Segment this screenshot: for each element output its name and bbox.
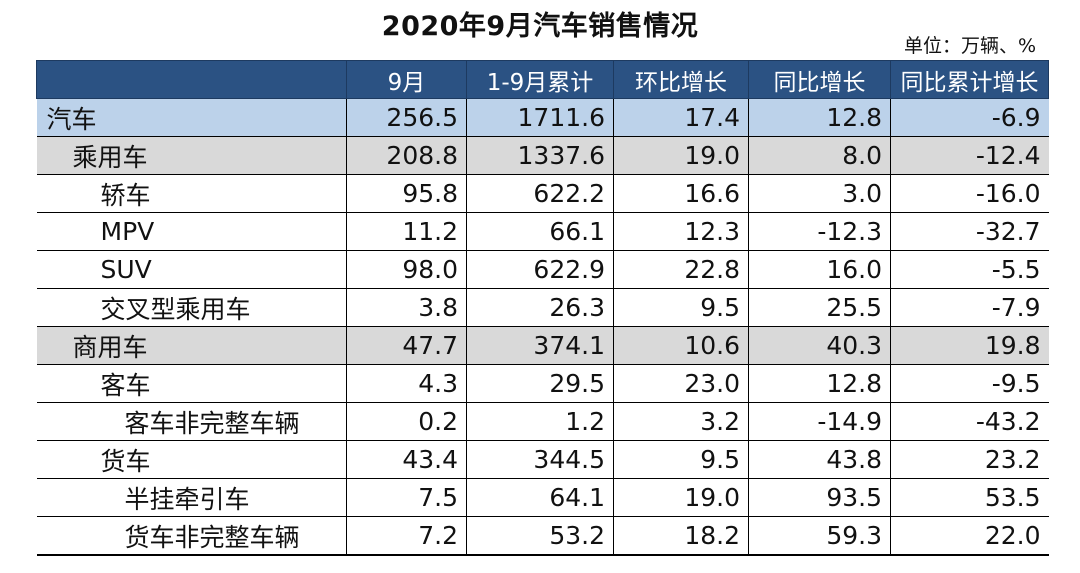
table-cell: 1.2 xyxy=(466,402,614,441)
table-cell: 4.3 xyxy=(346,364,467,403)
table-cell: 9.5 xyxy=(613,288,749,327)
table-cell: 9.5 xyxy=(613,440,749,479)
row-label: SUV xyxy=(36,250,347,289)
table-cell: 22.0 xyxy=(890,516,1049,556)
table-cell: 11.2 xyxy=(346,212,467,251)
table-cell: -6.9 xyxy=(890,98,1049,137)
row-label: 商用车 xyxy=(36,326,347,365)
table-row: 客车非完整车辆 0.2 1.2 3.2 -14.9 -43.2 xyxy=(36,402,1049,441)
table-cell: 40.3 xyxy=(748,326,891,365)
table-cell: 344.5 xyxy=(466,440,614,479)
table-row: 乘用车 208.8 1337.6 19.0 8.0 -12.4 xyxy=(36,136,1049,175)
table-cell: -5.5 xyxy=(890,250,1049,289)
table-cell: 208.8 xyxy=(346,136,467,175)
table-cell: 1711.6 xyxy=(466,98,614,137)
table-row: 客车 4.3 29.5 23.0 12.8 -9.5 xyxy=(36,364,1049,403)
header-cell-yoy-ytd: 同比累计增长 xyxy=(890,60,1049,99)
table-cell: 26.3 xyxy=(466,288,614,327)
table-cell: 3.8 xyxy=(346,288,467,327)
table-cell: 622.9 xyxy=(466,250,614,289)
sales-table: 9月 1-9月累计 环比增长 同比增长 同比累计增长 汽车 256.5 1711.6… xyxy=(36,60,1049,556)
row-label: 客车非完整车辆 xyxy=(36,402,347,441)
table-cell: 3.0 xyxy=(748,174,891,213)
table-cell: 59.3 xyxy=(748,516,891,556)
table-cell: -12.3 xyxy=(748,212,891,251)
table-row: MPV 11.2 66.1 12.3 -12.3 -32.7 xyxy=(36,212,1049,251)
table-cell: -7.9 xyxy=(890,288,1049,327)
row-label: 交叉型乘用车 xyxy=(36,288,347,327)
table-row: 汽车 256.5 1711.6 17.4 12.8 -6.9 xyxy=(36,98,1049,137)
table-cell: 66.1 xyxy=(466,212,614,251)
header-cell-yoy: 同比增长 xyxy=(748,60,891,99)
table-cell: -16.0 xyxy=(890,174,1049,213)
table-cell: 22.8 xyxy=(613,250,749,289)
table-cell: 95.8 xyxy=(346,174,467,213)
table-cell: 17.4 xyxy=(613,98,749,137)
table-cell: 8.0 xyxy=(748,136,891,175)
table-row: SUV 98.0 622.9 22.8 16.0 -5.5 xyxy=(36,250,1049,289)
table-cell: -9.5 xyxy=(890,364,1049,403)
table-row: 交叉型乘用车 3.8 26.3 9.5 25.5 -7.9 xyxy=(36,288,1049,327)
table-cell: 19.0 xyxy=(613,478,749,517)
table-cell: 16.0 xyxy=(748,250,891,289)
table-cell: 10.6 xyxy=(613,326,749,365)
header-cell-month: 9月 xyxy=(346,60,467,99)
table-cell: 19.0 xyxy=(613,136,749,175)
table-cell: -14.9 xyxy=(748,402,891,441)
table-cell: 19.8 xyxy=(890,326,1049,365)
row-label: 轿车 xyxy=(36,174,347,213)
table-cell: 25.5 xyxy=(748,288,891,327)
table-cell: 16.6 xyxy=(613,174,749,213)
table-cell: 12.3 xyxy=(613,212,749,251)
header-cell-mom: 环比增长 xyxy=(613,60,749,99)
row-label: 货车 xyxy=(36,440,347,479)
unit-label: 单位：万辆、% xyxy=(903,35,1036,57)
header-cell-ytd: 1-9月累计 xyxy=(466,60,614,99)
table-title: 2020年9月汽车销售情况 xyxy=(381,11,699,42)
table-cell: 3.2 xyxy=(613,402,749,441)
table-cell: 23.2 xyxy=(890,440,1049,479)
table-cell: 7.5 xyxy=(346,478,467,517)
table-cell: 43.4 xyxy=(346,440,467,479)
table-row: 商用车 47.7 374.1 10.6 40.3 19.8 xyxy=(36,326,1049,365)
row-label: MPV xyxy=(36,212,347,251)
table-cell: -12.4 xyxy=(890,136,1049,175)
table-cell: 29.5 xyxy=(466,364,614,403)
table-cell: 622.2 xyxy=(466,174,614,213)
table-cell: 47.7 xyxy=(346,326,467,365)
table-cell: -32.7 xyxy=(890,212,1049,251)
table-cell: 64.1 xyxy=(466,478,614,517)
table-cell: 23.0 xyxy=(613,364,749,403)
table-row: 半挂牵引车 7.5 64.1 19.0 93.5 53.5 xyxy=(36,478,1049,517)
table-cell: 256.5 xyxy=(346,98,467,137)
table-row: 轿车 95.8 622.2 16.6 3.0 -16.0 xyxy=(36,174,1049,213)
table-cell: 53.5 xyxy=(890,478,1049,517)
header-cell-category xyxy=(36,60,347,99)
table-row: 货车非完整车辆 7.2 53.2 18.2 59.3 22.0 xyxy=(36,516,1049,556)
row-label: 汽车 xyxy=(36,98,347,137)
table-row: 货车 43.4 344.5 9.5 43.8 23.2 xyxy=(36,440,1049,479)
row-label: 货车非完整车辆 xyxy=(36,516,347,556)
table-cell: 43.8 xyxy=(748,440,891,479)
table-cell: 18.2 xyxy=(613,516,749,556)
row-label: 半挂牵引车 xyxy=(36,478,347,517)
table-cell: -43.2 xyxy=(890,402,1049,441)
table-cell: 374.1 xyxy=(466,326,614,365)
row-label: 乘用车 xyxy=(36,136,347,175)
table-cell: 1337.6 xyxy=(466,136,614,175)
header-row: 9月 1-9月累计 环比增长 同比增长 同比累计增长 xyxy=(36,60,1049,99)
row-label: 客车 xyxy=(36,364,347,403)
table-cell: 7.2 xyxy=(346,516,467,556)
table-cell: 93.5 xyxy=(748,478,891,517)
table-cell: 53.2 xyxy=(466,516,614,556)
table-cell: 12.8 xyxy=(748,364,891,403)
table-cell: 0.2 xyxy=(346,402,467,441)
table-cell: 98.0 xyxy=(346,250,467,289)
table-cell: 12.8 xyxy=(748,98,891,137)
